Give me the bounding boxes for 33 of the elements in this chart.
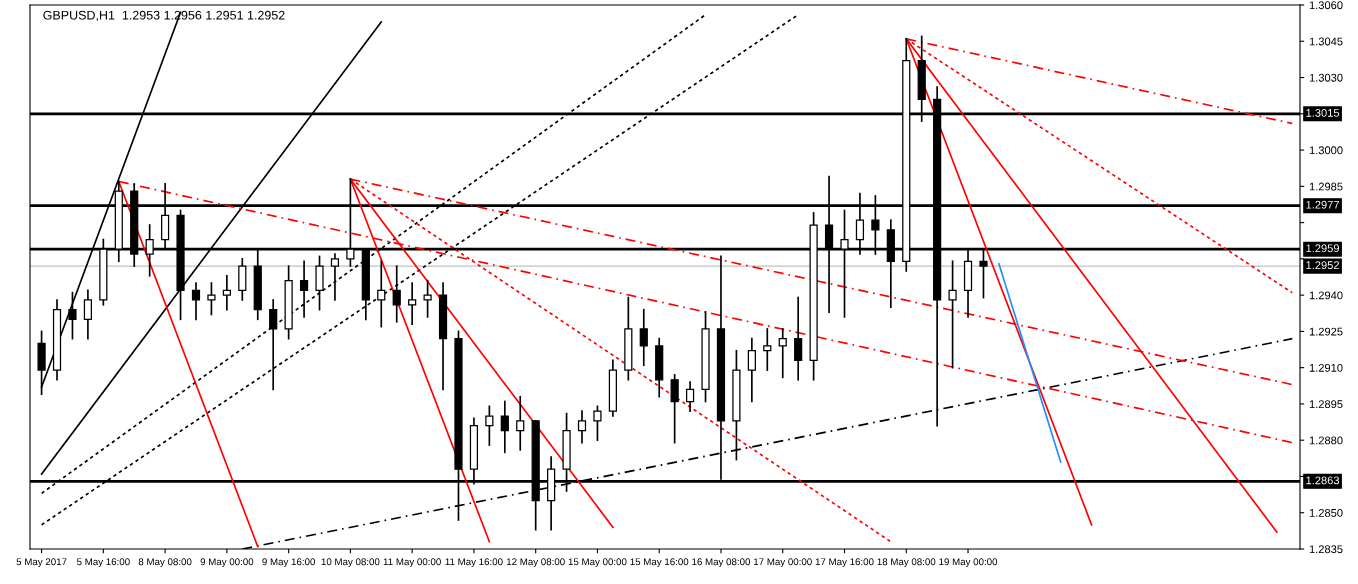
x-tick-label: 15 May 00:00: [568, 558, 627, 568]
x-tick-label: 12 May 08:00: [506, 558, 565, 568]
y-tick-label: 1.3060: [1309, 1, 1343, 10]
x-tick-label: 10 May 08:00: [321, 558, 380, 568]
y-tick-label: 1.2895: [1309, 400, 1343, 409]
x-tick-label: 16 May 08:00: [692, 558, 751, 568]
x-tick-label: 5 May 2017: [16, 558, 67, 568]
y-tick-label: 1.2910: [1309, 363, 1343, 372]
x-tick-label: 19 May 00:00: [939, 558, 998, 568]
x-tick-label: 5 May 16:00: [76, 558, 130, 568]
ref-line-label: 1.2863: [1306, 476, 1340, 485]
y-tick-label: 1.2940: [1309, 291, 1343, 300]
y-tick-label: 1.3030: [1309, 73, 1343, 82]
ref-line-label: 1.2952: [1306, 261, 1339, 270]
y-tick-label: 1.3000: [1309, 146, 1343, 155]
x-tick-label: 15 May 16:00: [630, 558, 689, 568]
x-tick-label: 11 May 00:00: [383, 558, 441, 568]
x-tick-label: 8 May 08:00: [138, 558, 192, 568]
x-tick-label: 9 May 16:00: [262, 558, 316, 568]
y-tick-label: 1.2850: [1309, 509, 1343, 517]
x-tick-label: 18 May 08:00: [877, 558, 936, 568]
y-tick-label: 1.3045: [1309, 37, 1343, 46]
x-tick-label: 9 May 00:00: [200, 558, 254, 568]
x-tick-label: 17 May 00:00: [754, 558, 812, 568]
y-tick-label: 1.2835: [1309, 545, 1343, 554]
y-tick-label: 1.2985: [1309, 182, 1343, 191]
ref-line-label: 1.2959: [1306, 244, 1340, 253]
x-tick-label: 11 May 16:00: [445, 558, 503, 568]
ref-line-label: 1.3015: [1306, 108, 1340, 117]
y-tick-label: 1.2925: [1309, 327, 1343, 336]
x-tick-label: 17 May 16:00: [815, 558, 874, 568]
y-tick-label: 1.2880: [1309, 436, 1343, 445]
ref-line-label: 1.2977: [1306, 200, 1339, 209]
